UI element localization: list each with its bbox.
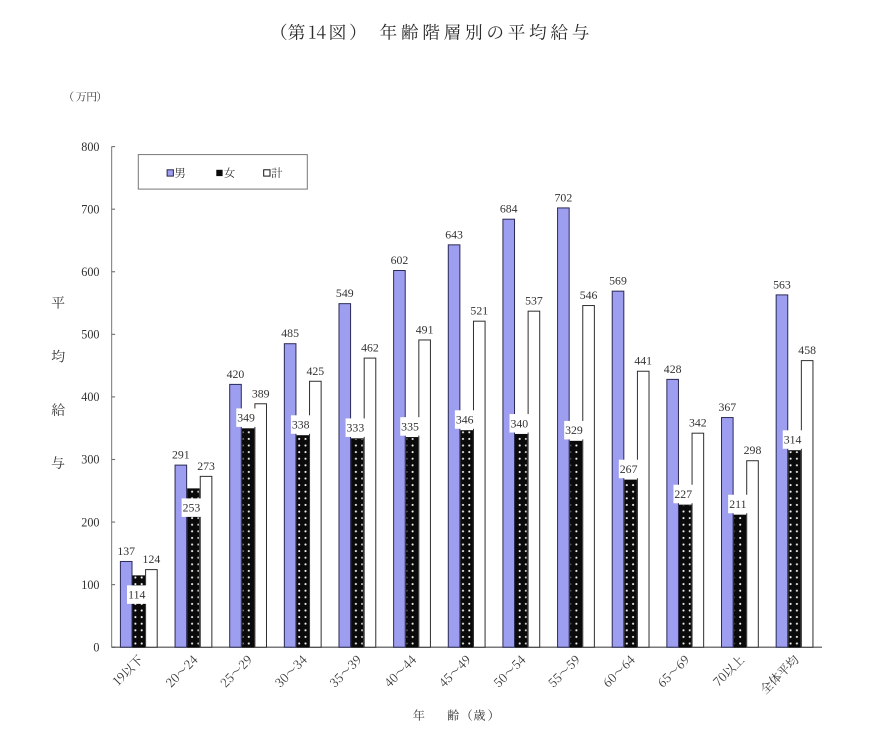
svg-text:300: 300 xyxy=(81,453,99,467)
svg-text:462: 462 xyxy=(361,341,379,355)
svg-text:500: 500 xyxy=(81,328,99,342)
svg-text:298: 298 xyxy=(744,443,762,457)
svg-text:0: 0 xyxy=(93,640,99,654)
svg-text:124: 124 xyxy=(143,552,161,566)
svg-text:314: 314 xyxy=(784,433,802,447)
svg-text:569: 569 xyxy=(609,274,627,288)
svg-text:521: 521 xyxy=(470,304,488,318)
svg-text:273: 273 xyxy=(197,459,215,473)
svg-text:563: 563 xyxy=(773,277,791,291)
svg-text:100: 100 xyxy=(81,578,99,592)
svg-text:537: 537 xyxy=(525,294,543,308)
svg-text:700: 700 xyxy=(81,202,99,216)
svg-text:346: 346 xyxy=(456,412,474,426)
svg-text:549: 549 xyxy=(336,286,354,300)
svg-text:643: 643 xyxy=(445,227,463,241)
svg-text:602: 602 xyxy=(391,253,409,267)
svg-text:114: 114 xyxy=(128,588,145,602)
svg-text:546: 546 xyxy=(580,288,598,302)
svg-text:389: 389 xyxy=(252,386,270,400)
svg-text:340: 340 xyxy=(510,416,528,430)
svg-text:227: 227 xyxy=(674,487,692,501)
svg-text:291: 291 xyxy=(172,448,190,462)
svg-text:800: 800 xyxy=(81,140,99,154)
svg-text:485: 485 xyxy=(281,326,299,340)
svg-text:441: 441 xyxy=(634,354,652,368)
svg-text:253: 253 xyxy=(183,501,201,515)
svg-text:333: 333 xyxy=(347,421,365,435)
svg-text:211: 211 xyxy=(729,497,746,511)
svg-text:335: 335 xyxy=(401,419,419,433)
svg-text:338: 338 xyxy=(292,418,310,432)
svg-text:329: 329 xyxy=(565,423,583,437)
svg-text:349: 349 xyxy=(237,411,255,425)
svg-text:200: 200 xyxy=(81,515,99,529)
svg-text:425: 425 xyxy=(306,364,324,378)
svg-text:600: 600 xyxy=(81,265,99,279)
svg-text:367: 367 xyxy=(718,400,736,414)
svg-text:684: 684 xyxy=(500,202,518,216)
svg-text:702: 702 xyxy=(555,190,573,204)
svg-text:342: 342 xyxy=(689,416,707,430)
svg-text:137: 137 xyxy=(117,544,135,558)
svg-text:267: 267 xyxy=(620,462,638,476)
svg-text:420: 420 xyxy=(227,367,245,381)
svg-text:491: 491 xyxy=(416,322,434,336)
svg-text:458: 458 xyxy=(798,343,816,357)
svg-text:400: 400 xyxy=(81,390,99,404)
svg-text:428: 428 xyxy=(664,362,682,376)
